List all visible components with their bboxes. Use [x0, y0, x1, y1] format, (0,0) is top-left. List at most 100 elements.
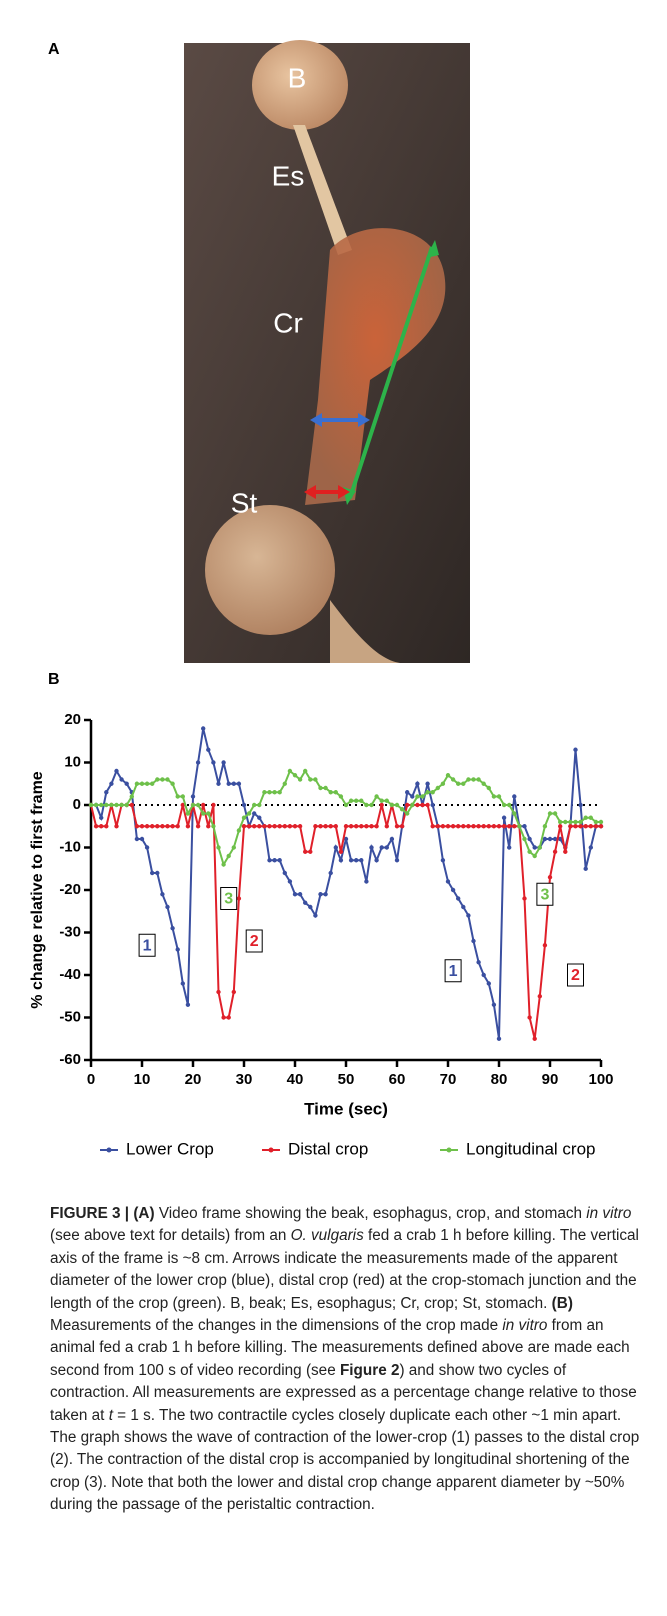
- data-point: [185, 1002, 191, 1007]
- data-point: [160, 892, 165, 897]
- annotation: 3: [540, 886, 549, 903]
- data-point: [144, 824, 150, 829]
- legend-swatch-dot: [268, 1147, 274, 1153]
- data-point: [374, 824, 379, 829]
- data-point: [241, 824, 247, 829]
- x-tick-label: 40: [287, 1071, 304, 1088]
- data-point: [583, 866, 588, 871]
- caption-text: Measurements of the changes in the dimen…: [50, 1317, 503, 1335]
- data-point: [272, 790, 277, 795]
- data-point: [420, 794, 425, 799]
- caption-text: (B): [551, 1294, 573, 1312]
- data-point: [221, 1015, 226, 1020]
- data-point: [364, 824, 369, 829]
- data-point: [333, 824, 338, 829]
- data-point: [501, 802, 507, 808]
- data-point: [211, 760, 216, 765]
- x-tick-label: 70: [440, 1071, 457, 1088]
- data-point: [206, 747, 211, 752]
- data-point: [379, 802, 384, 808]
- y-tick-label: -40: [59, 966, 81, 983]
- data-point: [308, 849, 313, 854]
- data-point: [456, 781, 461, 786]
- x-tick-label: 50: [338, 1071, 355, 1088]
- data-point: [415, 802, 420, 808]
- data-point: [466, 824, 471, 829]
- data-point: [328, 870, 333, 876]
- data-point: [119, 777, 124, 782]
- data-point: [287, 879, 293, 884]
- data-point: [542, 824, 548, 829]
- data-point: [282, 870, 287, 876]
- panel-label: B: [48, 671, 60, 688]
- caption-text: Video frame showing the beak, esophagus,…: [154, 1205, 587, 1222]
- data-point: [379, 798, 384, 803]
- data-point: [93, 824, 99, 829]
- y-axis-title: % change relative to first frame: [29, 771, 46, 1009]
- legend-label: Distal crop: [288, 1139, 368, 1158]
- data-point: [410, 802, 415, 808]
- data-point: [318, 824, 323, 829]
- caption-text: FIGURE 3 |: [50, 1205, 134, 1222]
- data-point: [303, 768, 308, 774]
- data-point: [287, 768, 293, 774]
- data-point: [369, 824, 374, 829]
- data-point: [563, 849, 568, 854]
- data-point: [573, 747, 578, 752]
- arrowhead: [338, 485, 350, 499]
- legend-swatch-dot: [446, 1147, 452, 1153]
- data-point: [99, 815, 104, 820]
- data-point: [323, 892, 328, 897]
- data-point: [384, 824, 389, 829]
- data-point: [201, 802, 206, 808]
- data-point: [221, 760, 226, 765]
- data-point: [471, 824, 476, 829]
- photo-label: St: [231, 487, 258, 518]
- x-tick-label: 80: [491, 1071, 508, 1088]
- data-point: [374, 858, 379, 863]
- data-point: [430, 824, 435, 829]
- data-point: [532, 845, 537, 850]
- data-point: [486, 981, 491, 986]
- data-point: [359, 824, 364, 829]
- series-line: [91, 769, 601, 867]
- data-point: [150, 824, 155, 829]
- data-point: [338, 858, 344, 863]
- data-point: [144, 845, 150, 850]
- data-point: [216, 845, 221, 850]
- data-point: [359, 798, 364, 803]
- data-point: [165, 777, 170, 782]
- data-point: [405, 802, 410, 808]
- data-point: [292, 824, 298, 829]
- data-point: [547, 875, 553, 880]
- data-point: [104, 790, 109, 795]
- data-point: [522, 836, 527, 842]
- data-point: [297, 892, 303, 897]
- data-point: [578, 802, 583, 808]
- data-point: [160, 777, 165, 782]
- data-point: [104, 824, 109, 829]
- data-point: [583, 815, 588, 820]
- annotation-box: [536, 882, 554, 906]
- data-point: [532, 1036, 537, 1041]
- data-point: [563, 819, 568, 825]
- caption-text: fed a crab 1 h before killing. The verti…: [50, 1227, 639, 1312]
- data-point: [496, 794, 502, 799]
- data-point: [573, 819, 578, 825]
- caption-text: in vitro: [586, 1205, 632, 1222]
- annotation-box: [567, 963, 584, 987]
- data-point: [501, 824, 507, 829]
- data-point: [435, 824, 440, 829]
- data-point: [547, 811, 553, 816]
- data-point: [486, 785, 491, 791]
- data-point: [267, 858, 272, 863]
- series-line: [91, 728, 601, 1039]
- data-point: [175, 947, 180, 952]
- caption-text: from an animal fed a crab 1 h before kil…: [50, 1317, 630, 1379]
- intestine: [330, 600, 400, 663]
- data-point: [129, 802, 134, 808]
- caption-text: = 1 s. The two contractile cycles closel…: [50, 1406, 640, 1514]
- data-point: [313, 913, 318, 918]
- data-point: [338, 794, 344, 799]
- data-point: [333, 845, 338, 850]
